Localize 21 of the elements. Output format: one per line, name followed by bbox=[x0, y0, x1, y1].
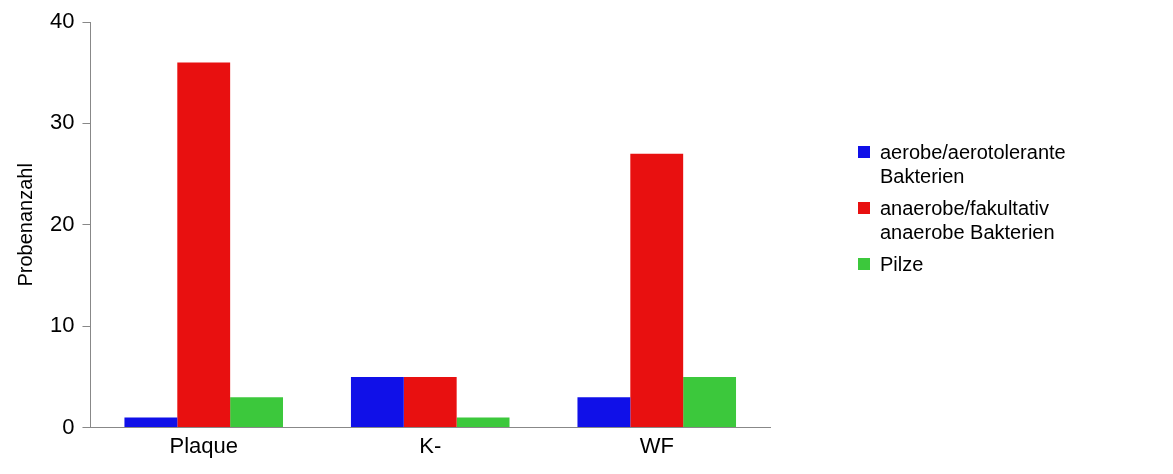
y-tick-label: 20 bbox=[49, 210, 75, 236]
x-tick-label: Plaque bbox=[169, 432, 238, 458]
bar bbox=[577, 397, 631, 428]
bar bbox=[630, 153, 684, 428]
bar bbox=[403, 376, 457, 428]
legend-label: Pilze bbox=[880, 252, 925, 276]
bar bbox=[124, 417, 178, 428]
bar bbox=[177, 62, 231, 428]
x-tick-label: WF bbox=[639, 432, 674, 458]
bar bbox=[350, 376, 404, 428]
bar bbox=[456, 417, 510, 428]
x-tick-label: K- bbox=[419, 432, 442, 458]
y-tick-label: 10 bbox=[49, 312, 75, 338]
bar bbox=[683, 376, 737, 428]
y-axis-title: Probenanzahl bbox=[13, 163, 36, 287]
legend-label: aerobe/aerotolerante Bakterien bbox=[880, 140, 1067, 188]
y-tick-label: 0 bbox=[62, 413, 75, 439]
legend-label: anaerobe/fakultativ anaerobe Bakterien bbox=[880, 196, 1056, 244]
y-tick-label: 40 bbox=[49, 8, 75, 34]
bar bbox=[230, 397, 283, 428]
y-tick-label: 30 bbox=[49, 109, 75, 135]
